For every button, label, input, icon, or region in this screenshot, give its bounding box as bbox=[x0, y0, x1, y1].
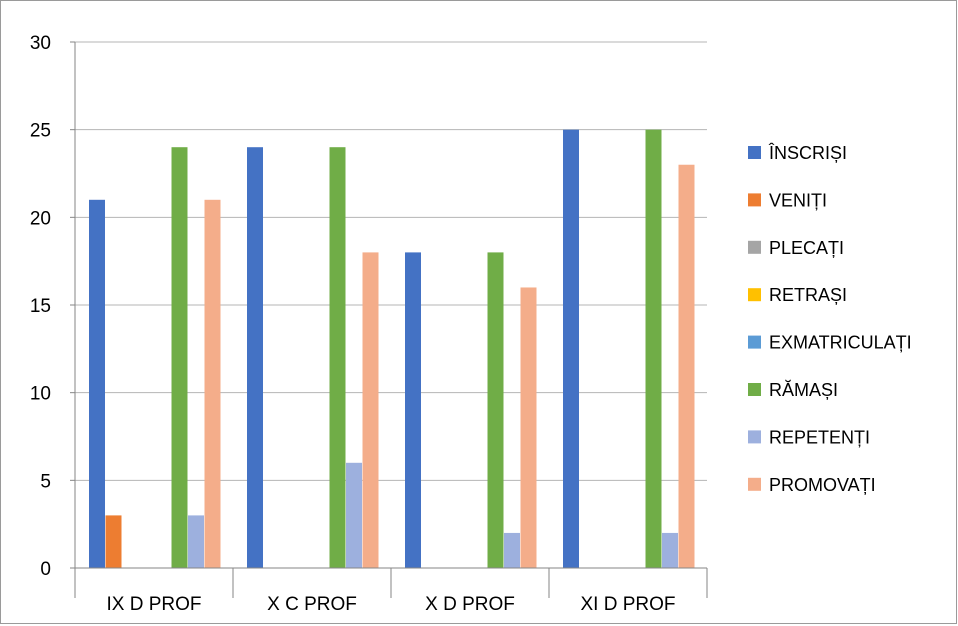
legend-label: REPETENȚI bbox=[769, 427, 870, 447]
legend-swatch bbox=[748, 477, 761, 491]
legend-label: PROMOVAȚI bbox=[769, 475, 876, 495]
legend-swatch bbox=[748, 430, 761, 444]
axes bbox=[70, 41, 708, 598]
x-tick-label: X D PROF bbox=[425, 594, 515, 615]
legend-label: PLECAȚI bbox=[769, 238, 844, 258]
bar bbox=[678, 164, 695, 568]
y-tick-label: 30 bbox=[30, 33, 51, 54]
legend-swatch bbox=[748, 335, 761, 349]
y-tick-labels: 0 5 10 15 20 25 30 bbox=[30, 33, 51, 580]
legend-label: EXMATRICULAȚI bbox=[769, 333, 912, 353]
y-tick-label: 20 bbox=[30, 208, 51, 229]
x-tick-label: IX D PROF bbox=[106, 594, 201, 615]
bar bbox=[171, 147, 188, 568]
legend-swatch bbox=[748, 240, 761, 254]
bar bbox=[204, 199, 221, 569]
legend-swatch bbox=[748, 146, 761, 159]
legend-swatch bbox=[748, 193, 761, 207]
bar bbox=[329, 147, 346, 568]
y-tick-label: 15 bbox=[30, 296, 51, 317]
x-tick-label: X C PROF bbox=[267, 594, 357, 615]
bar bbox=[563, 129, 579, 568]
y-tick-label: 0 bbox=[40, 559, 51, 580]
bar bbox=[520, 287, 537, 568]
bar bbox=[105, 515, 122, 568]
bar bbox=[247, 147, 263, 568]
legend-swatch bbox=[748, 383, 761, 396]
bar bbox=[487, 252, 504, 568]
legend: ÎNSCRIȘI VENIȚI PLECAȚI RETRAȘI EXMATRICULAȚ… bbox=[748, 143, 912, 495]
y-tick-label: 10 bbox=[30, 384, 51, 405]
gridlines bbox=[75, 41, 707, 481]
legend-label: RETRAȘI bbox=[769, 285, 847, 305]
bar bbox=[362, 252, 379, 568]
bar bbox=[662, 532, 678, 568]
bar bbox=[405, 252, 421, 568]
bar bbox=[504, 532, 520, 568]
x-tick-labels: IX D PROF X C PROF X D PROF XI D PROF bbox=[106, 594, 675, 615]
x-tick-label: XI D PROF bbox=[580, 594, 675, 615]
y-tick-label: 5 bbox=[40, 471, 51, 492]
bar bbox=[645, 129, 662, 568]
bars bbox=[89, 129, 695, 569]
y-tick-label: 25 bbox=[30, 121, 51, 142]
bar bbox=[89, 199, 105, 569]
legend-label: RĂMAȘI bbox=[769, 380, 838, 400]
legend-label: VENIȚI bbox=[769, 190, 827, 210]
legend-label: ÎNSCRIȘI bbox=[768, 143, 847, 163]
bar bbox=[346, 462, 362, 568]
legend-swatch bbox=[748, 288, 761, 302]
bar bbox=[188, 515, 204, 568]
